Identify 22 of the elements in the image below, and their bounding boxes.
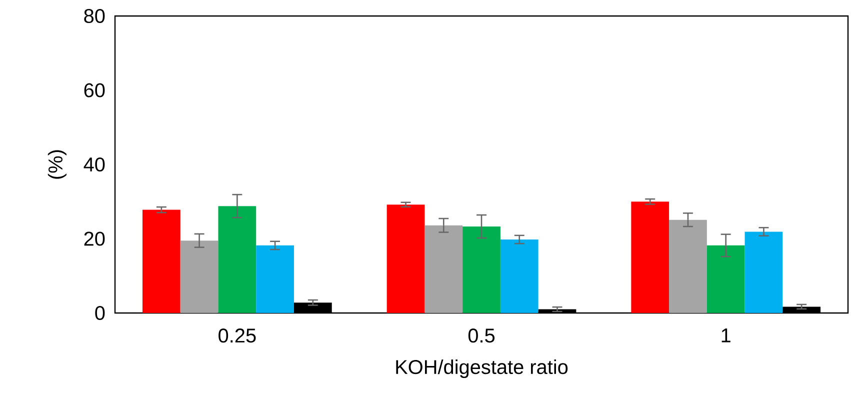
bar: [424, 225, 463, 313]
y-tick-label: 0: [95, 306, 105, 320]
bar: [386, 204, 425, 313]
y-tick-label: 20: [84, 232, 105, 246]
y-axis-title: (%): [48, 150, 66, 179]
x-tick-label: 0.5: [468, 328, 495, 343]
y-tick-label: 40: [84, 157, 105, 172]
bar: [500, 239, 538, 313]
bar: [669, 220, 707, 313]
x-tick-label: 1: [722, 328, 730, 342]
bar: [462, 226, 500, 313]
y-tick-label: 60: [84, 83, 105, 98]
bar: [631, 202, 670, 313]
bar: [142, 210, 180, 313]
x-axis-title: KOH/digestate ratio: [396, 359, 568, 378]
x-tick-label: 0.25: [218, 328, 256, 343]
bar: [256, 245, 294, 313]
y-tick-label: 80: [84, 8, 105, 24]
bar: [218, 206, 256, 313]
bar: [180, 240, 218, 313]
bar: [706, 245, 745, 313]
bar: [744, 232, 783, 313]
